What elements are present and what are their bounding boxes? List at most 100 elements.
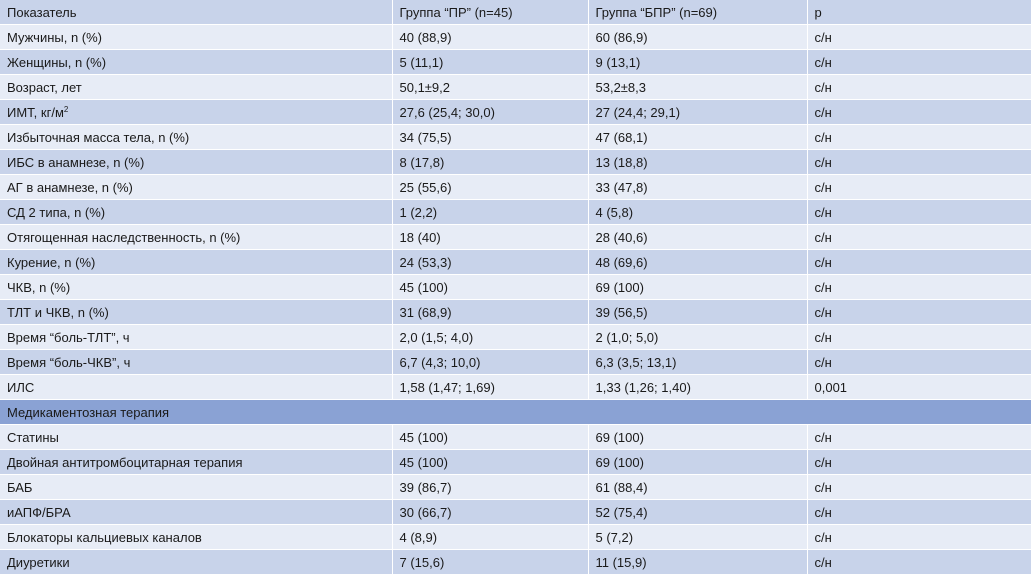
cell-text: 0,001 bbox=[814, 379, 848, 395]
cell-p-value: с/н bbox=[807, 74, 1031, 100]
cell-text: 4 (5,8) bbox=[595, 204, 634, 220]
cell-text: 39 (86,7) bbox=[399, 479, 452, 495]
cell-parameter: ЧКВ, n (%) bbox=[0, 274, 393, 300]
cell-group-bpr: 33 (47,8) bbox=[588, 174, 808, 200]
cell-text: 13 (18,8) bbox=[595, 154, 648, 170]
cell-text: 9 (13,1) bbox=[595, 54, 641, 70]
cell-text: с/н bbox=[814, 429, 832, 445]
cell-p-value: с/н bbox=[807, 199, 1031, 225]
cell-group-bpr: 48 (69,6) bbox=[588, 249, 808, 275]
table-row: ИЛС 1,58 (1,47; 1,69) 1,33 (1,26; 1,40) 0,0… bbox=[0, 374, 1031, 400]
cell-text: Двойная антитромбоцитарная терапия bbox=[7, 454, 243, 470]
table-row: Женщины, n (%) 5 (11,1) 9 (13,1) с/н bbox=[0, 49, 1031, 75]
cell-group-bpr: 9 (13,1) bbox=[588, 49, 808, 75]
cell-group-bpr: 69 (100) bbox=[588, 424, 808, 450]
table-row: АГ в анамнезе, n (%) 25 (55,6) 33 (47,8) с/… bbox=[0, 174, 1031, 200]
cell-text: 69 (100) bbox=[595, 454, 644, 470]
cell-text: 31 (68,9) bbox=[399, 304, 452, 320]
table-row: ИМТ, кг/м2 27,6 (25,4; 30,0) 27 (24,4; 29,… bbox=[0, 99, 1031, 125]
cell-group-bpr: 2 (1,0; 5,0) bbox=[588, 324, 808, 350]
table-row: Возраст, лет 50,1±9,2 53,2±8,3 с/н bbox=[0, 74, 1031, 100]
cell-text: Курение, n (%) bbox=[7, 254, 96, 270]
cell-text: 28 (40,6) bbox=[595, 229, 648, 245]
cell-text: 52 (75,4) bbox=[595, 504, 648, 520]
cell-group-bpr: 6,3 (3,5; 13,1) bbox=[588, 349, 808, 375]
cell-group-pr: 40 (88,9) bbox=[392, 24, 589, 50]
cell-text: 1 (2,2) bbox=[399, 204, 438, 220]
cell-text: с/н bbox=[814, 504, 832, 520]
cell-parameter: Время “боль-ЧКВ”, ч bbox=[0, 349, 393, 375]
cell-text: БАБ bbox=[7, 479, 33, 495]
cell-text: 6,3 (3,5; 13,1) bbox=[595, 354, 677, 370]
cell-text: 2 (1,0; 5,0) bbox=[595, 329, 659, 345]
cell-text: 2,0 (1,5; 4,0) bbox=[399, 329, 474, 345]
cell-text: с/н bbox=[814, 254, 832, 270]
cell-parameter: БАБ bbox=[0, 474, 393, 500]
cell-text: с/н bbox=[814, 154, 832, 170]
cell-text: с/н bbox=[814, 29, 832, 45]
section-row: Медикаментозная терапия bbox=[0, 399, 1031, 425]
cell-text: 33 (47,8) bbox=[595, 179, 648, 195]
cell-group-pr: 18 (40) bbox=[392, 224, 589, 250]
cell-text: 30 (66,7) bbox=[399, 504, 452, 520]
table-row: Время “боль-ТЛТ”, ч 2,0 (1,5; 4,0) 2 (1,0;… bbox=[0, 324, 1031, 350]
cell-p-value: с/н bbox=[807, 499, 1031, 525]
cell-group-pr: 27,6 (25,4; 30,0) bbox=[392, 99, 589, 125]
cell-p-value: с/н bbox=[807, 249, 1031, 275]
cell-parameter: Курение, n (%) bbox=[0, 249, 393, 275]
cell-group-pr: 8 (17,8) bbox=[392, 149, 589, 175]
cell-text: ТЛТ и ЧКВ, n (%) bbox=[7, 304, 109, 320]
cell-group-pr: 50,1±9,2 bbox=[392, 74, 589, 100]
cell-text: 61 (88,4) bbox=[595, 479, 648, 495]
cell-text: с/н bbox=[814, 529, 832, 545]
table-row: Отягощенная наследственность, n (%) 18 (4… bbox=[0, 224, 1031, 250]
cell-text: 69 (100) bbox=[595, 279, 644, 295]
cell-text: 45 (100) bbox=[399, 279, 448, 295]
cell-text: Время “боль-ЧКВ”, ч bbox=[7, 354, 131, 370]
table-row: БАБ 39 (86,7) 61 (88,4) с/н bbox=[0, 474, 1031, 500]
cell-group-pr: 31 (68,9) bbox=[392, 299, 589, 325]
cell-text: 7 (15,6) bbox=[399, 554, 445, 570]
cell-parameter: иАПФ/БРА bbox=[0, 499, 393, 525]
cell-text: с/н bbox=[814, 329, 832, 345]
table-row: СД 2 типа, n (%) 1 (2,2) 4 (5,8) с/н bbox=[0, 199, 1031, 225]
cell-parameter: Блокаторы кальциевых каналов bbox=[0, 524, 393, 550]
table-header-row: Показатель Группа “ПР” (n=45) Группа “БП… bbox=[0, 0, 1031, 25]
cell-p-value: с/н bbox=[807, 174, 1031, 200]
table-row: Время “боль-ЧКВ”, ч 6,7 (4,3; 10,0) 6,3 (3… bbox=[0, 349, 1031, 375]
cell-text: 34 (75,5) bbox=[399, 129, 452, 145]
cell-group-bpr: 5 (7,2) bbox=[588, 524, 808, 550]
cell-parameter: АГ в анамнезе, n (%) bbox=[0, 174, 393, 200]
header-group-pr: Группа “ПР” (n=45) bbox=[392, 0, 589, 25]
cell-group-pr: 24 (53,3) bbox=[392, 249, 589, 275]
cell-group-bpr: 13 (18,8) bbox=[588, 149, 808, 175]
cell-group-pr: 7 (15,6) bbox=[392, 549, 589, 575]
cell-parameter: ИМТ, кг/м2 bbox=[0, 99, 393, 125]
cell-text: 60 (86,9) bbox=[595, 29, 648, 45]
cell-text: Отягощенная наследственность, n (%) bbox=[7, 229, 241, 245]
table-row: Избыточная масса тела, n (%) 34 (75,5) 47 … bbox=[0, 124, 1031, 150]
cell-text: 4 (8,9) bbox=[399, 529, 438, 545]
cell-text: 18 (40) bbox=[399, 229, 441, 245]
cell-group-pr: 1,58 (1,47; 1,69) bbox=[392, 374, 589, 400]
cell-text: Блокаторы кальциевых каналов bbox=[7, 529, 202, 545]
cell-parameter: Женщины, n (%) bbox=[0, 49, 393, 75]
cell-text: 5 (7,2) bbox=[595, 529, 634, 545]
cell-text: Статины bbox=[7, 429, 59, 445]
cell-parameter: Двойная антитромбоцитарная терапия bbox=[0, 449, 393, 475]
cell-text: 27,6 (25,4; 30,0) bbox=[399, 104, 495, 120]
cell-group-pr: 45 (100) bbox=[392, 449, 589, 475]
cell-text: 1,33 (1,26; 1,40) bbox=[595, 379, 691, 395]
cell-text: 48 (69,6) bbox=[595, 254, 648, 270]
cell-group-bpr: 39 (56,5) bbox=[588, 299, 808, 325]
cell-text: ИМТ, кг/м bbox=[7, 104, 64, 120]
cell-text: АГ в анамнезе, n (%) bbox=[7, 179, 133, 195]
cell-p-value: с/н bbox=[807, 49, 1031, 75]
cell-text: Избыточная масса тела, n (%) bbox=[7, 129, 190, 145]
cell-group-bpr: 47 (68,1) bbox=[588, 124, 808, 150]
cell-parameter: Время “боль-ТЛТ”, ч bbox=[0, 324, 393, 350]
table-row: Диуретики 7 (15,6) 11 (15,9) с/н bbox=[0, 549, 1031, 575]
cell-text: с/н bbox=[814, 479, 832, 495]
cell-text: 11 (15,9) bbox=[595, 554, 647, 570]
